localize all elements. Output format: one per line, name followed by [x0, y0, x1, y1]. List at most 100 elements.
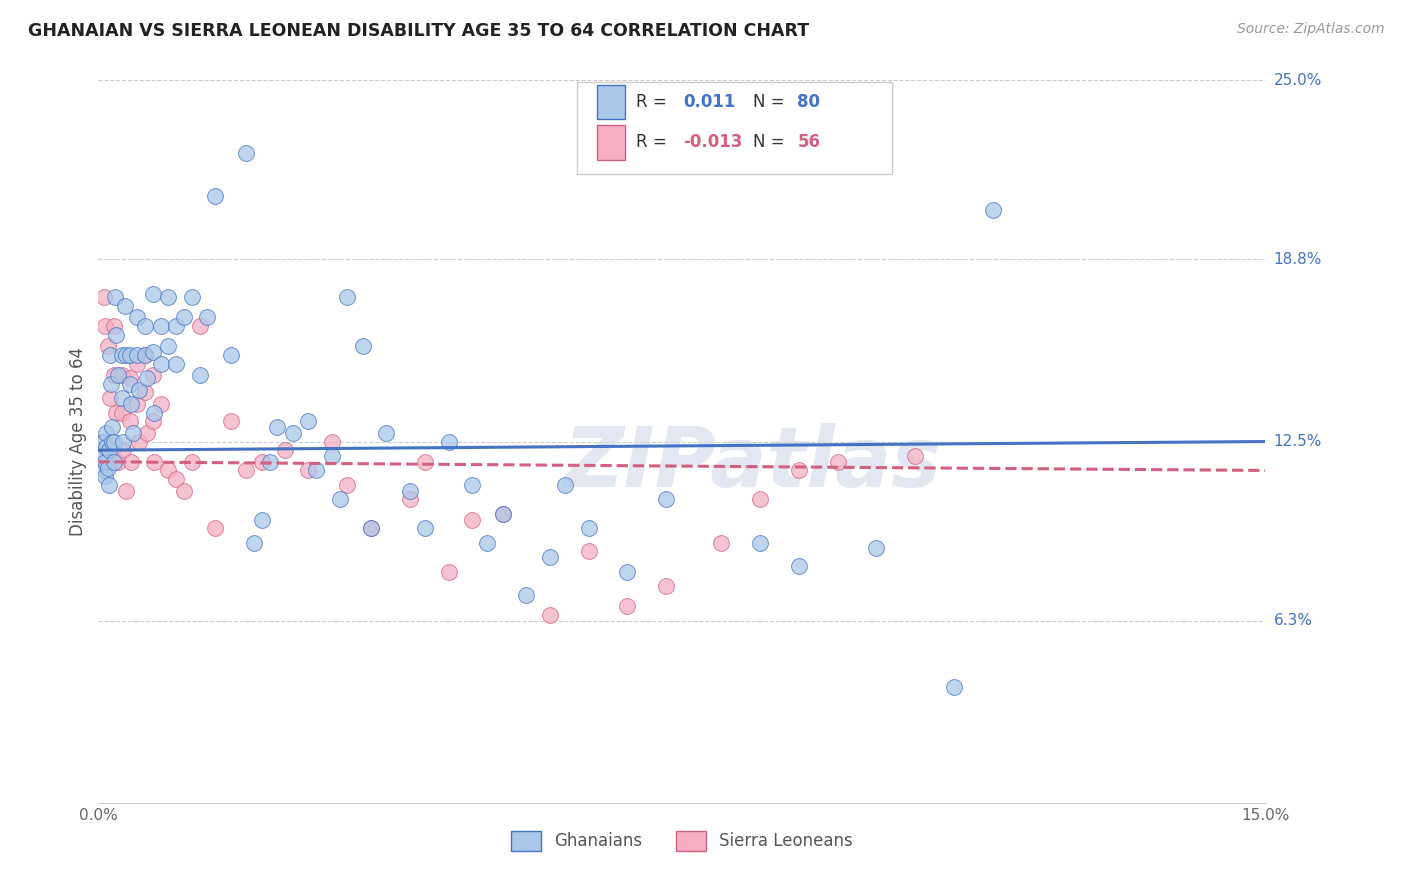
Point [98, 348, 121, 362]
Point [204, 189, 226, 203]
Point [96, 425, 118, 440]
Point [655, 579, 678, 593]
Point [250, 455, 273, 469]
Text: Source: ZipAtlas.com: Source: ZipAtlas.com [1237, 22, 1385, 37]
Point [461, 478, 484, 492]
Point [100, 434, 122, 449]
Text: 80: 80 [797, 93, 821, 112]
Point [111, 391, 134, 405]
Text: 12.5%: 12.5% [1274, 434, 1322, 449]
Text: 6.3%: 6.3% [1274, 613, 1313, 628]
Point [114, 299, 136, 313]
Point [360, 521, 382, 535]
Point [538, 607, 561, 622]
Point [329, 492, 352, 507]
Point [492, 507, 515, 521]
Point [100, 443, 122, 458]
Point [413, 455, 436, 469]
Point [578, 521, 600, 535]
Point [616, 565, 638, 579]
Point [188, 368, 211, 382]
Point [142, 414, 165, 428]
Point [122, 425, 145, 440]
Text: -0.013: -0.013 [683, 133, 742, 151]
Point [114, 348, 136, 362]
Text: 18.8%: 18.8% [1274, 252, 1322, 267]
Point [96, 455, 118, 469]
Text: 0.011: 0.011 [683, 93, 735, 112]
Point [127, 348, 149, 362]
Point [118, 348, 141, 362]
Point [149, 357, 172, 371]
Point [305, 463, 328, 477]
Point [336, 478, 359, 492]
Point [98, 391, 121, 405]
Point [219, 348, 242, 362]
Point [101, 420, 124, 434]
Point [413, 521, 436, 535]
Point [134, 385, 156, 400]
Point [103, 434, 125, 449]
Point [100, 376, 122, 391]
FancyBboxPatch shape [596, 125, 624, 160]
Point [93, 469, 115, 483]
Point [114, 483, 136, 498]
Point [107, 455, 129, 469]
Point [127, 357, 149, 371]
FancyBboxPatch shape [596, 85, 624, 120]
Point [748, 535, 770, 549]
Point [827, 455, 849, 469]
Point [235, 145, 257, 160]
Text: 25.0%: 25.0% [1274, 73, 1322, 87]
Point [235, 463, 257, 477]
Point [274, 443, 297, 458]
Point [461, 512, 484, 526]
Point [111, 348, 134, 362]
Point [515, 588, 537, 602]
Point [111, 368, 134, 382]
Point [188, 318, 211, 333]
Point [195, 310, 218, 325]
Point [107, 368, 129, 382]
Point [943, 680, 966, 694]
Point [142, 287, 165, 301]
Point [91, 449, 114, 463]
Point [103, 318, 125, 333]
Point [710, 535, 733, 549]
Point [655, 492, 678, 507]
Point [104, 406, 127, 420]
Point [134, 348, 156, 362]
Point [904, 449, 927, 463]
Point [748, 492, 770, 507]
Point [297, 463, 319, 477]
Point [492, 507, 515, 521]
Point [321, 449, 343, 463]
Point [120, 455, 142, 469]
Point [157, 463, 180, 477]
Point [360, 521, 382, 535]
Point [266, 420, 288, 434]
Point [173, 483, 195, 498]
Point [321, 434, 343, 449]
Point [149, 397, 172, 411]
Point [103, 368, 125, 382]
Point [111, 406, 134, 420]
Point [97, 339, 120, 353]
Point [865, 541, 887, 556]
Point [157, 339, 180, 353]
Point [787, 558, 810, 573]
Point [143, 406, 166, 420]
Point [118, 414, 141, 428]
Legend: Ghanaians, Sierra Leoneans: Ghanaians, Sierra Leoneans [502, 822, 862, 860]
Point [173, 310, 195, 325]
Point [259, 455, 281, 469]
Point [165, 357, 187, 371]
Point [112, 434, 135, 449]
Point [538, 550, 561, 565]
Point [616, 599, 638, 614]
Point [134, 348, 156, 362]
Point [120, 397, 142, 411]
Point [96, 440, 118, 454]
Point [352, 339, 374, 353]
Point [135, 371, 157, 385]
